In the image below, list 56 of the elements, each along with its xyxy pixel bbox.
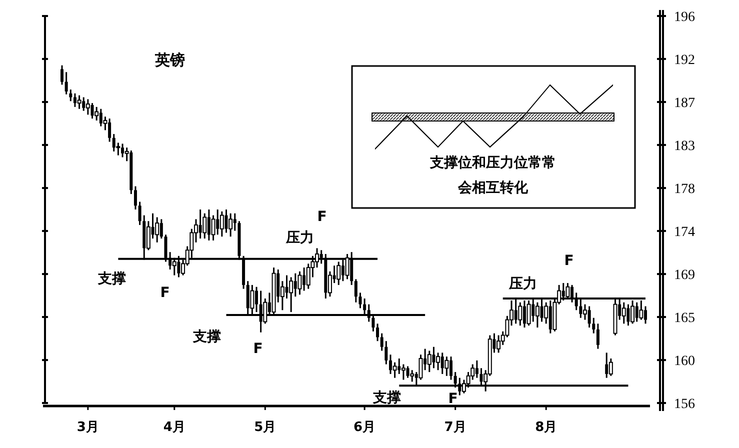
candlestick	[384, 340, 388, 366]
candlestick	[354, 278, 358, 304]
candlestick	[202, 212, 207, 240]
candlestick	[138, 201, 142, 226]
candlestick	[392, 362, 397, 379]
y-tick-label: 169	[674, 268, 695, 283]
candlestick	[376, 322, 380, 342]
y-tick-label: 160	[674, 354, 695, 369]
annotation: 支撑	[97, 270, 126, 287]
candlestick	[410, 369, 414, 382]
x-tick-label: 4月	[163, 420, 186, 435]
x-tick-label: 6月	[354, 420, 376, 435]
annotation: 支撑	[372, 390, 401, 406]
candlestick	[69, 88, 72, 102]
annotation: F	[448, 390, 458, 407]
candlestick	[220, 210, 224, 238]
candlestick	[358, 292, 362, 309]
candlestick	[518, 302, 522, 326]
candlestick	[64, 71, 68, 96]
annotation: F	[564, 252, 574, 269]
y-tick-label: 187	[674, 96, 695, 111]
annotation: 压力	[285, 230, 314, 246]
text: 英镑	[154, 51, 185, 69]
annotation: F	[317, 208, 327, 225]
annotation: F	[160, 284, 170, 301]
y-tick-label: 183	[674, 138, 695, 154]
candlestick	[228, 212, 233, 238]
candlestick	[592, 317, 596, 334]
y-tick-label: 174	[674, 224, 695, 240]
candlestick	[155, 216, 160, 244]
candlestick	[535, 302, 540, 328]
x-tick-label: 5月	[254, 420, 276, 435]
y-tick-label: 165	[674, 310, 695, 326]
x-tick-label: 7月	[444, 420, 466, 435]
candlestick	[77, 94, 82, 110]
annotation: 压力	[508, 276, 537, 292]
x-tick-label: 8月	[535, 420, 558, 435]
candlestick	[444, 356, 449, 377]
annotation: 支撑	[192, 328, 221, 345]
candlestick	[134, 186, 137, 210]
candlestick	[496, 334, 501, 354]
y-tick-label: 196	[674, 10, 695, 25]
y-tick-label: 156	[674, 396, 695, 412]
x-tick-label: 3月	[76, 420, 99, 435]
candlestick	[60, 64, 64, 86]
candlestick	[596, 322, 600, 350]
y-tick-label: 178	[674, 182, 695, 197]
candlestick	[622, 302, 626, 324]
candlestick	[289, 276, 294, 313]
annotation: 支撑位和压力位常常会相互转化	[429, 155, 556, 196]
candlestick	[380, 332, 384, 352]
y-tick-label: 192	[674, 52, 695, 68]
candlestick	[427, 350, 432, 373]
candlestick	[298, 270, 302, 296]
annotation: F	[253, 340, 263, 357]
candlestick	[86, 98, 90, 116]
